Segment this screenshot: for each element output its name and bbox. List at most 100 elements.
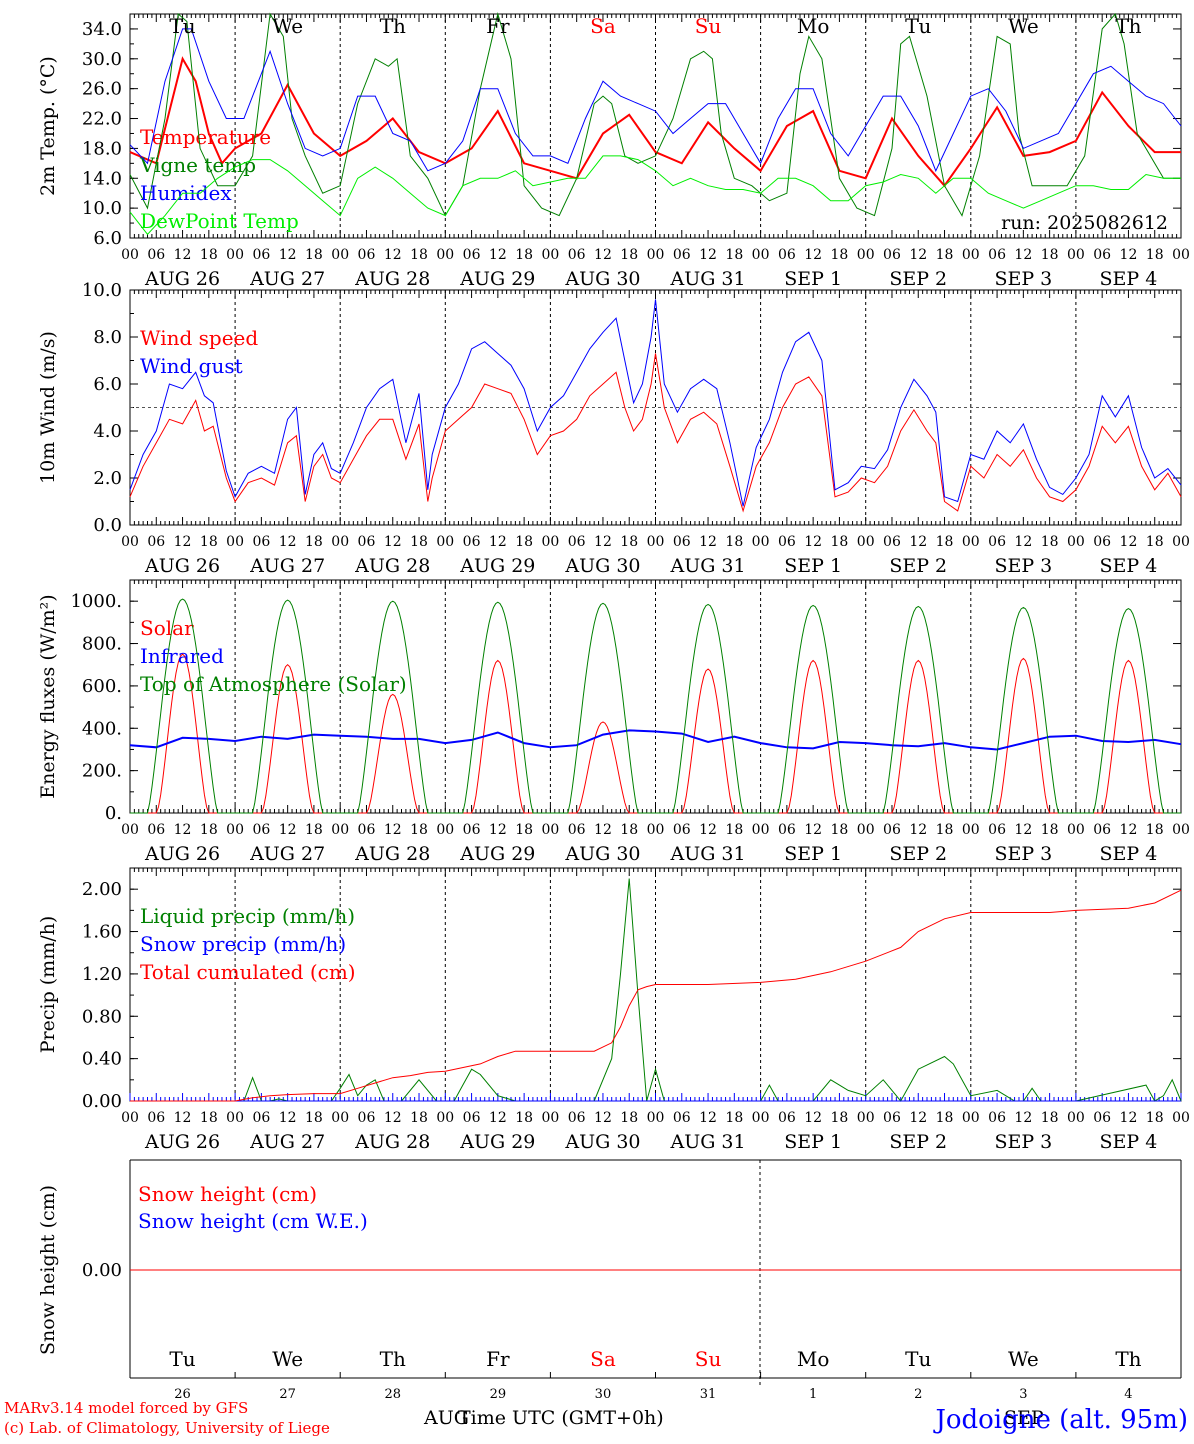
series-line-wind-gust: [129, 299, 1182, 507]
hour-label: 06: [1093, 1110, 1111, 1126]
hour-label: 18: [1146, 247, 1164, 263]
legend-entry: Total cumulated (cm): [140, 960, 356, 984]
month-label-aug: AUG: [423, 1407, 469, 1429]
y-axis-label: Precip (mm/h): [37, 916, 59, 1054]
date-label: AUG 27: [249, 843, 325, 865]
hour-label: 06: [147, 1110, 165, 1126]
hour-label: 18: [1041, 1110, 1059, 1126]
y-tick-label: 10.0: [82, 198, 122, 219]
date-label: SEP 4: [1100, 1131, 1158, 1153]
hour-label: 06: [568, 247, 586, 263]
y-tick-label: 10.0: [82, 280, 122, 301]
panel-5: 0.00 Snow height (cm) Snow height (cm) Snow…: [37, 1159, 1182, 1402]
hour-label: 06: [778, 822, 796, 838]
hour-label: 00: [226, 247, 244, 263]
y-axis-label: 10m Wind (m/s): [37, 331, 59, 484]
hour-label: 06: [778, 1110, 796, 1126]
hour-label: 12: [804, 534, 822, 550]
hour-label: 12: [699, 822, 717, 838]
y-tick-label: 8.0: [93, 327, 122, 348]
date-label: AUG 30: [564, 1131, 640, 1153]
hour-label: 18: [725, 822, 743, 838]
day-name: Tu: [169, 1347, 195, 1371]
series-line-vigne-temp: [129, 12, 1181, 217]
hour-label: 12: [174, 822, 192, 838]
hour-label: 00: [647, 247, 665, 263]
day-name: Su: [695, 1347, 722, 1371]
model-credit: MARv3.14 model forced by GFS: [4, 1399, 248, 1417]
day-number: 1: [809, 1387, 817, 1402]
y-tick-label: 400.: [82, 718, 122, 739]
hour-label: 18: [725, 247, 743, 263]
date-label: AUG 28: [354, 268, 430, 290]
date-label: AUG 31: [669, 268, 745, 290]
hour-label: 00: [962, 822, 980, 838]
hour-label: 06: [988, 822, 1006, 838]
hour-label: 00: [647, 1110, 665, 1126]
date-label: AUG 30: [564, 843, 640, 865]
hour-label: 00: [1067, 534, 1085, 550]
day-name: Th: [1115, 14, 1141, 38]
hour-label: 18: [200, 247, 218, 263]
hour-label: 12: [279, 534, 297, 550]
date-label: AUG 31: [669, 1131, 745, 1153]
hour-label: 06: [463, 1110, 481, 1126]
hour-label: 18: [620, 247, 638, 263]
hour-label: 12: [804, 1110, 822, 1126]
hour-label: 18: [515, 247, 533, 263]
y-tick-label: 0.00: [82, 1260, 122, 1281]
hour-label: 06: [358, 534, 376, 550]
hour-label: 06: [252, 247, 270, 263]
date-label: SEP 4: [1100, 843, 1158, 865]
day-name: Mo: [797, 1347, 830, 1371]
hour-label: 06: [358, 822, 376, 838]
series-line-temperature: [129, 56, 1181, 188]
hour-label: 00: [1067, 822, 1085, 838]
hour-label: 00: [1172, 822, 1190, 838]
hour-label: 00: [331, 247, 349, 263]
day-name: Tu: [905, 1347, 931, 1371]
hour-label: 00: [1172, 534, 1190, 550]
date-label: AUG 29: [459, 555, 535, 577]
hour-label: 18: [725, 534, 743, 550]
day-name: Th: [380, 1347, 406, 1371]
hour-label: 00: [436, 1110, 454, 1126]
hour-label: 00: [857, 822, 875, 838]
hour-label: 00: [121, 534, 139, 550]
hour-label: 06: [1093, 534, 1111, 550]
day-number: 28: [384, 1387, 401, 1402]
y-tick-label: 0.0: [93, 515, 122, 536]
hour-label: 12: [279, 247, 297, 263]
hour-label: 00: [962, 247, 980, 263]
day-name: We: [1008, 1347, 1039, 1371]
legend-entry: Snow height (cm W.E.): [138, 1209, 368, 1233]
hour-label: 12: [1120, 534, 1138, 550]
hour-label: 12: [1014, 247, 1032, 263]
date-label: AUG 27: [249, 555, 325, 577]
hour-label: 18: [200, 1110, 218, 1126]
y-tick-label: 22.0: [82, 109, 122, 130]
hour-label: 00: [857, 1110, 875, 1126]
date-label: SEP 2: [889, 268, 947, 290]
hour-label: 18: [620, 1110, 638, 1126]
legend-entry: Snow precip (mm/h): [140, 932, 346, 956]
hour-label: 18: [831, 822, 849, 838]
hour-label: 12: [909, 1110, 927, 1126]
hour-label: 12: [489, 822, 507, 838]
hour-label: 00: [1067, 247, 1085, 263]
hour-label: 12: [1120, 1110, 1138, 1126]
hour-label: 06: [778, 247, 796, 263]
date-label: SEP 2: [889, 1131, 947, 1153]
hour-label: 18: [305, 822, 323, 838]
hour-label: 06: [883, 534, 901, 550]
hour-label: 06: [988, 1110, 1006, 1126]
date-label: AUG 26: [144, 843, 220, 865]
day-name: Sa: [590, 14, 616, 38]
hour-label: 12: [489, 1110, 507, 1126]
legend-entry: Infrared: [140, 644, 224, 668]
date-label: AUG 26: [144, 555, 220, 577]
y-axis-label: 2m Temp. (°C): [37, 56, 59, 196]
hour-label: 06: [1093, 247, 1111, 263]
day-number: 4: [1124, 1387, 1132, 1402]
hour-label: 12: [279, 1110, 297, 1126]
